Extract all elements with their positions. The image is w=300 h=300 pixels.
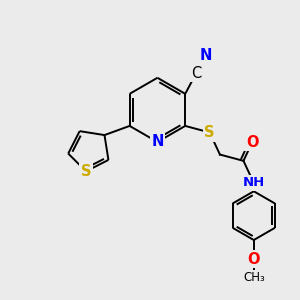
Text: NH: NH [243,176,265,189]
Text: O: O [246,134,259,149]
Text: O: O [248,252,260,267]
Text: S: S [81,164,91,179]
Text: N: N [200,48,212,63]
Text: N: N [151,134,164,149]
Text: S: S [204,125,215,140]
Text: C: C [191,66,201,81]
Text: CH₃: CH₃ [243,271,265,284]
